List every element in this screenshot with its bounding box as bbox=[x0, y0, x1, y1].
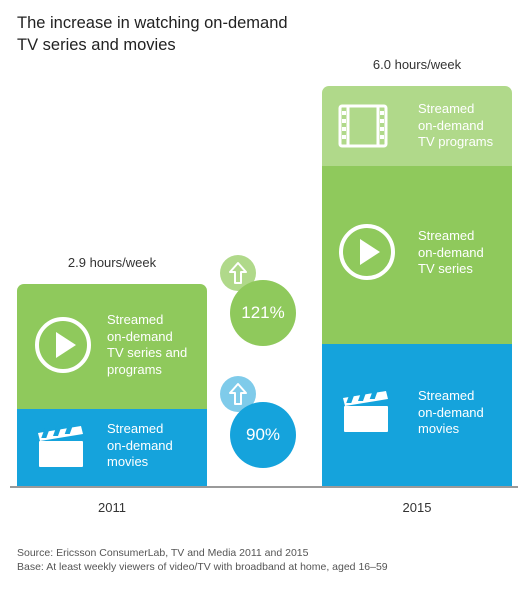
increase-badge-tv: 121% bbox=[230, 280, 296, 346]
year-label-2015: 2015 bbox=[402, 500, 432, 515]
up-arrow-icon bbox=[229, 383, 247, 405]
segment-2011-tv: Streamed on-demand TV series and program… bbox=[17, 284, 207, 409]
segment-2011-movies: Streamed on-demand movies bbox=[17, 409, 207, 486]
segment-label: Streamed on-demand movies bbox=[107, 421, 173, 469]
bar-2015: Streamed on-demand TV programs Streamed … bbox=[322, 86, 512, 486]
increase-badge-movies: 90% bbox=[230, 402, 296, 468]
year-label-2011: 2011 bbox=[98, 500, 126, 515]
segment-2015-tv-series: Streamed on-demand TV series bbox=[322, 166, 512, 344]
base-note: Base: At least weekly viewers of video/T… bbox=[17, 561, 388, 573]
source-note: Source: Ericsson ConsumerLab, TV and Med… bbox=[17, 547, 309, 559]
play-icon bbox=[338, 223, 396, 281]
clapperboard-icon bbox=[37, 425, 85, 469]
total-label-2015: 6.0 hours/week bbox=[372, 57, 462, 72]
total-label-2011: 2.9 hours/week bbox=[67, 255, 157, 270]
footer: Source: Ericsson ConsumerLab, TV and Med… bbox=[17, 546, 522, 574]
bar-2011: Streamed on-demand TV series and program… bbox=[17, 284, 207, 486]
segment-label: Streamed on-demand movies bbox=[418, 388, 484, 436]
up-arrow-icon bbox=[229, 262, 247, 284]
play-icon bbox=[34, 316, 92, 374]
segment-label: Streamed on-demand TV series and program… bbox=[107, 312, 188, 377]
chart-title: The increase in watching on-demand TV se… bbox=[17, 14, 288, 54]
clapperboard-icon bbox=[342, 390, 390, 434]
segment-2015-movies: Streamed on-demand movies bbox=[322, 344, 512, 486]
segment-2015-tv-programs: Streamed on-demand TV programs bbox=[322, 86, 512, 166]
film-strip-icon bbox=[338, 104, 388, 148]
x-axis-baseline bbox=[10, 486, 518, 488]
segment-label: Streamed on-demand TV programs bbox=[418, 101, 494, 149]
segment-label: Streamed on-demand TV series bbox=[418, 228, 484, 276]
